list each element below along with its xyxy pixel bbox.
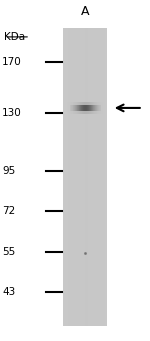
- Bar: [83, 28, 85, 326]
- Bar: [102, 102, 103, 114]
- Bar: [87, 105, 88, 111]
- Bar: [92, 105, 93, 111]
- Bar: [76, 102, 77, 114]
- Bar: [82, 102, 83, 114]
- Bar: [85, 105, 86, 111]
- Bar: [84, 105, 85, 111]
- Bar: [89, 105, 90, 111]
- Bar: [79, 105, 80, 111]
- Bar: [81, 102, 82, 114]
- Bar: [96, 28, 99, 326]
- Bar: [87, 28, 90, 326]
- Text: 55: 55: [2, 247, 15, 257]
- Bar: [63, 28, 65, 326]
- Bar: [100, 105, 101, 111]
- Bar: [71, 105, 72, 111]
- Bar: [77, 102, 78, 114]
- Bar: [76, 28, 79, 326]
- Bar: [72, 105, 73, 111]
- Bar: [79, 28, 81, 326]
- Bar: [92, 28, 94, 326]
- Bar: [83, 102, 84, 114]
- Bar: [65, 28, 68, 326]
- Bar: [74, 105, 75, 111]
- Bar: [74, 28, 76, 326]
- Bar: [68, 28, 70, 326]
- Bar: [94, 102, 95, 114]
- Bar: [93, 105, 94, 111]
- Bar: [70, 28, 72, 326]
- Bar: [88, 102, 89, 114]
- Bar: [85, 28, 87, 326]
- Bar: [88, 105, 89, 111]
- Bar: [91, 102, 92, 114]
- Bar: [100, 102, 101, 114]
- Bar: [63, 28, 107, 326]
- Bar: [100, 102, 101, 114]
- Bar: [96, 102, 97, 114]
- Text: 72: 72: [2, 206, 15, 216]
- Bar: [70, 105, 71, 111]
- Bar: [96, 105, 97, 111]
- Bar: [80, 102, 81, 114]
- Bar: [103, 28, 105, 326]
- Bar: [86, 102, 87, 114]
- Bar: [97, 102, 98, 114]
- Bar: [105, 28, 107, 326]
- Bar: [90, 105, 91, 111]
- Bar: [93, 102, 94, 114]
- Bar: [98, 102, 99, 114]
- Bar: [71, 102, 72, 114]
- Bar: [73, 102, 74, 114]
- Bar: [77, 105, 78, 111]
- Bar: [101, 28, 103, 326]
- Bar: [81, 105, 82, 111]
- Bar: [99, 105, 100, 111]
- Text: 170: 170: [2, 57, 22, 67]
- Bar: [83, 105, 84, 111]
- Bar: [75, 105, 76, 111]
- Bar: [70, 102, 71, 114]
- Bar: [82, 105, 83, 111]
- Text: 95: 95: [2, 165, 15, 176]
- Bar: [99, 28, 101, 326]
- Bar: [81, 28, 83, 326]
- Bar: [95, 105, 96, 111]
- Text: 130: 130: [2, 108, 22, 118]
- Bar: [94, 28, 96, 326]
- Bar: [75, 102, 76, 114]
- Bar: [90, 102, 91, 114]
- Bar: [89, 102, 90, 114]
- Bar: [100, 105, 101, 111]
- Bar: [69, 102, 70, 114]
- Bar: [97, 105, 98, 111]
- Bar: [86, 105, 87, 111]
- Bar: [68, 102, 69, 114]
- Text: KDa: KDa: [4, 32, 26, 42]
- Bar: [90, 28, 92, 326]
- Bar: [95, 102, 96, 114]
- Bar: [84, 102, 85, 114]
- Text: A: A: [81, 5, 90, 18]
- Bar: [94, 105, 95, 111]
- Bar: [82, 105, 83, 111]
- Bar: [101, 102, 102, 114]
- Bar: [85, 102, 86, 114]
- Bar: [87, 102, 88, 114]
- Bar: [92, 102, 93, 114]
- Bar: [74, 102, 75, 114]
- Bar: [72, 28, 74, 326]
- Bar: [76, 105, 77, 111]
- Bar: [78, 105, 79, 111]
- Bar: [72, 102, 73, 114]
- Bar: [82, 102, 83, 114]
- Bar: [73, 105, 74, 111]
- Bar: [99, 102, 100, 114]
- Bar: [80, 105, 81, 111]
- Text: 43: 43: [2, 287, 15, 297]
- Bar: [78, 102, 79, 114]
- Bar: [79, 102, 80, 114]
- Bar: [91, 105, 92, 111]
- Bar: [98, 105, 99, 111]
